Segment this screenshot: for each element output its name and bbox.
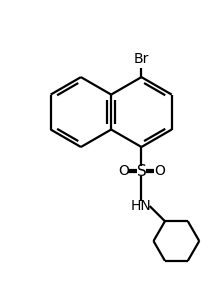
Text: S: S xyxy=(137,164,146,179)
Text: O: O xyxy=(154,164,165,178)
Text: Br: Br xyxy=(134,52,149,66)
Text: O: O xyxy=(118,164,129,178)
Text: HN: HN xyxy=(131,199,152,213)
